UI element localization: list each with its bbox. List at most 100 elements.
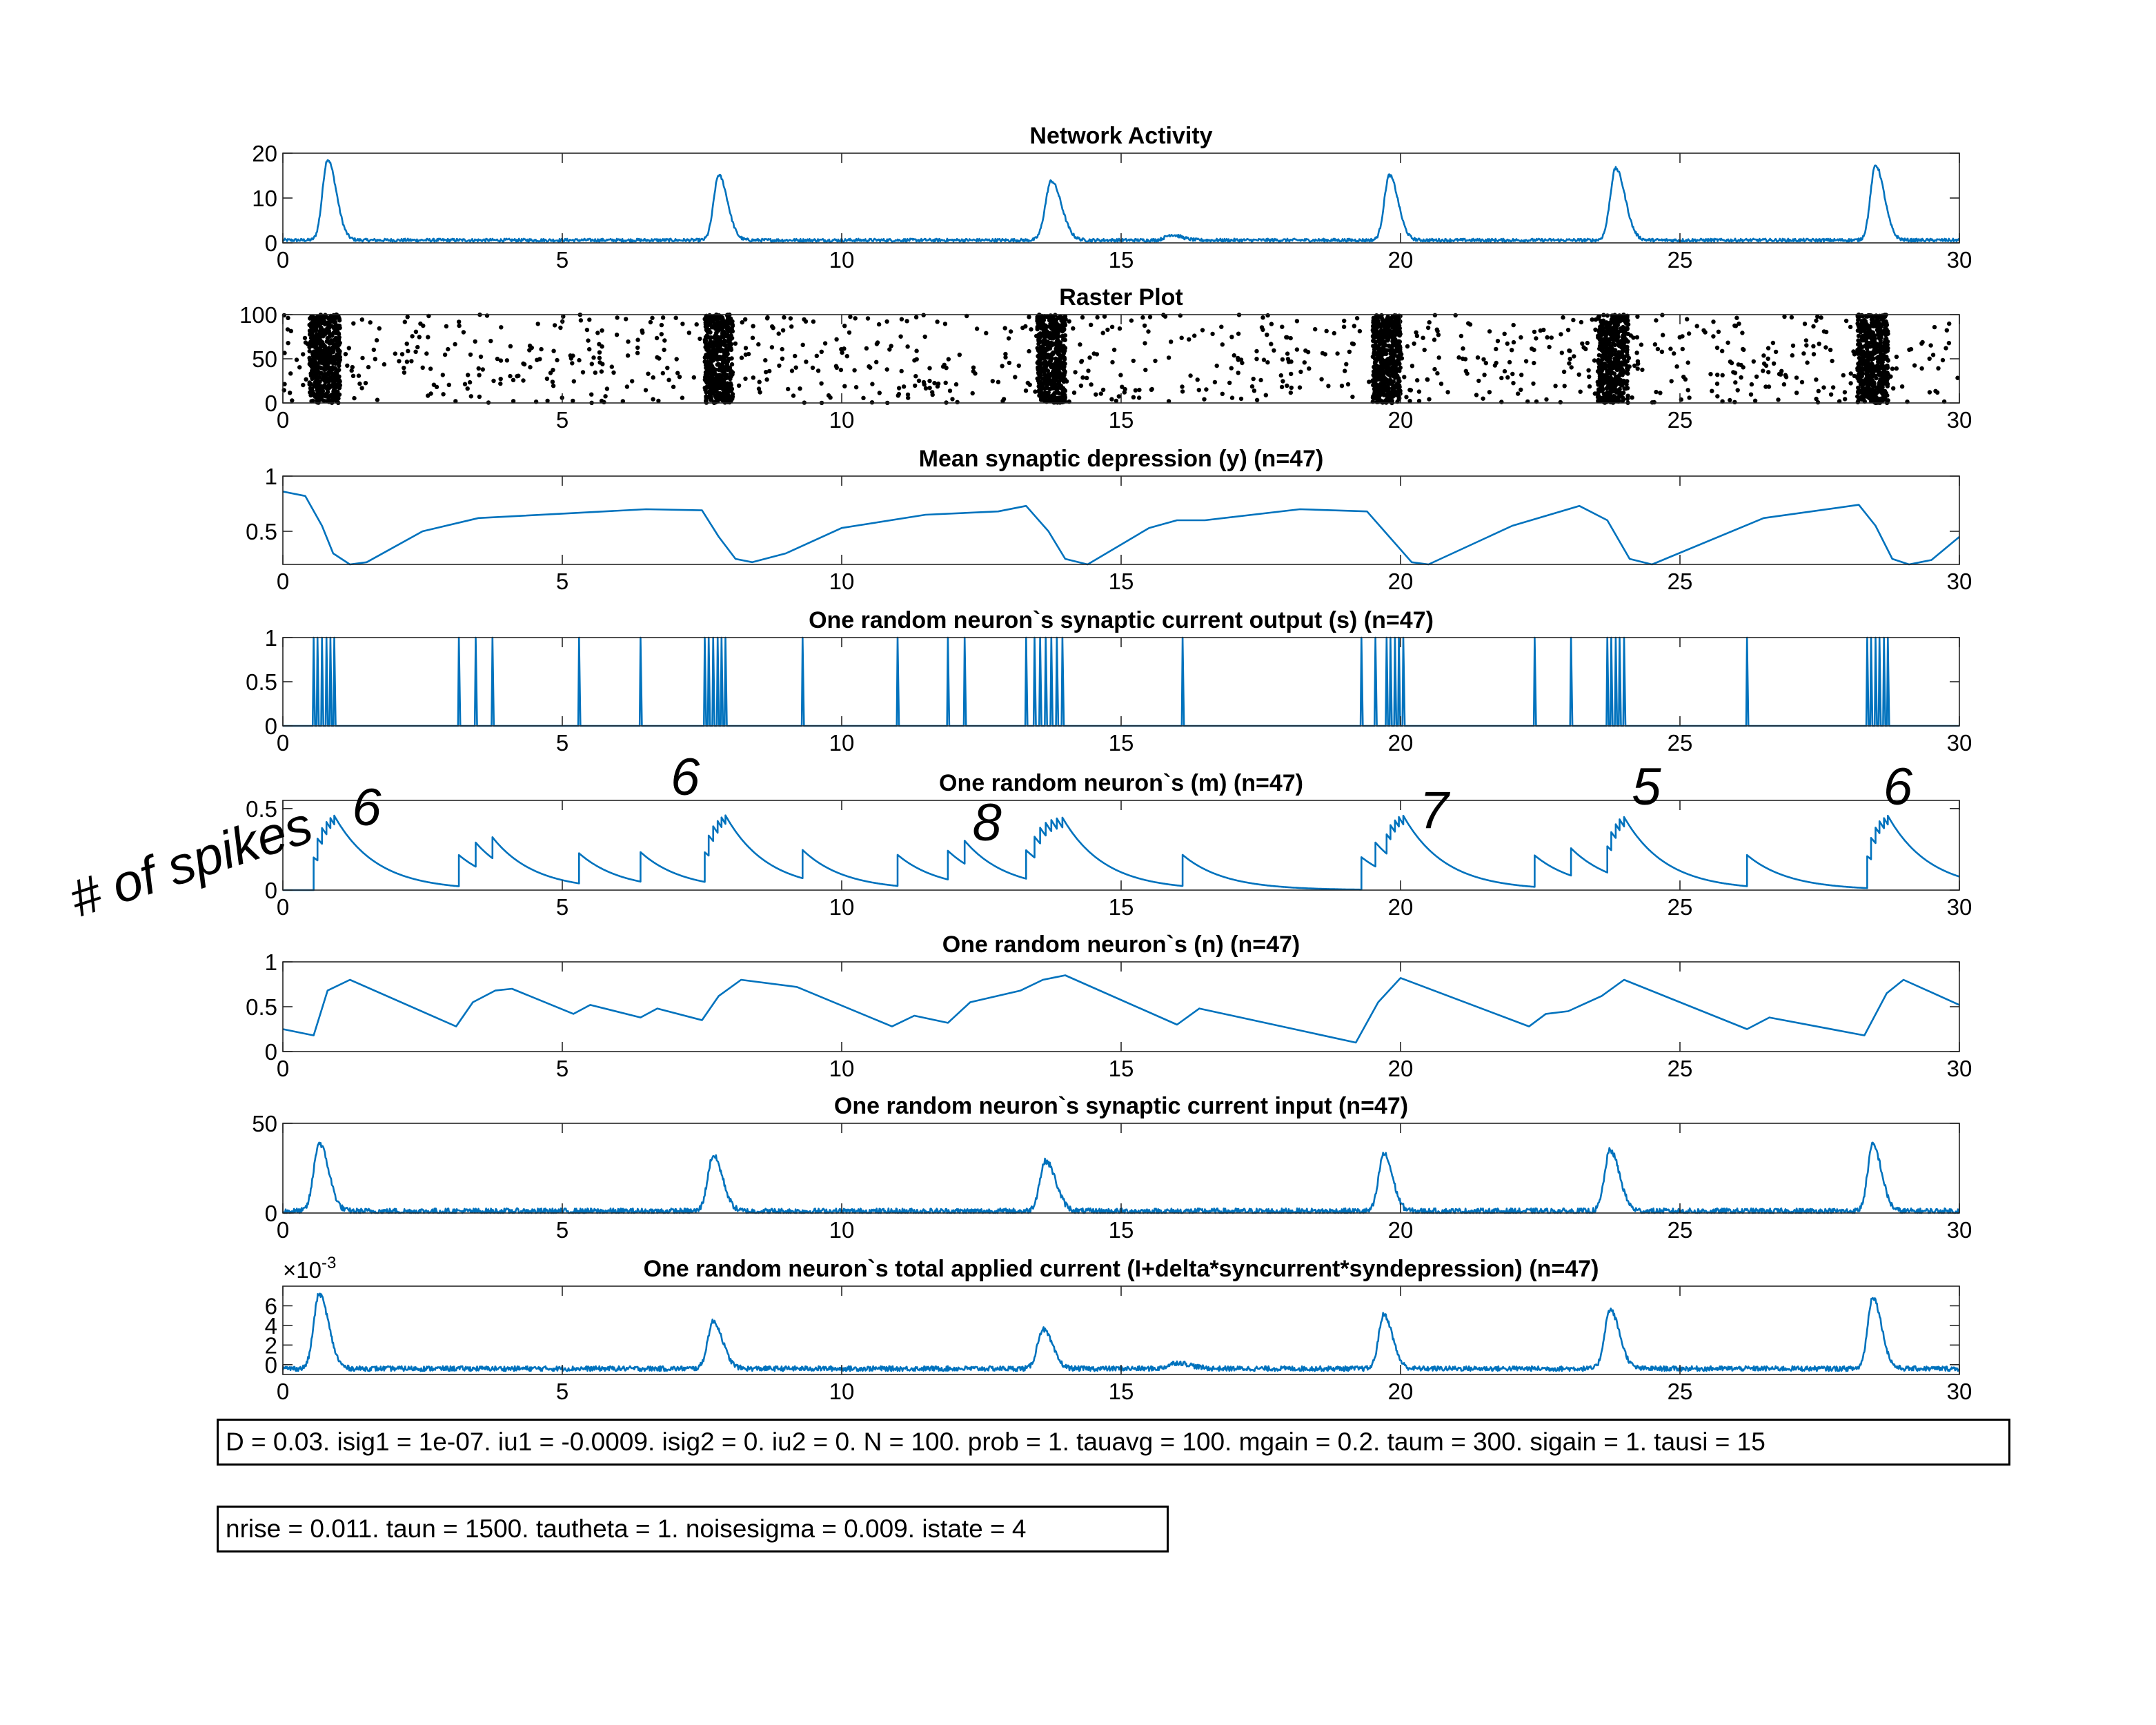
raster-spike bbox=[313, 317, 317, 322]
raster-spike bbox=[1611, 366, 1616, 371]
raster-spike bbox=[704, 325, 709, 330]
synaptic-current-output-xtick-label: 0 bbox=[277, 730, 289, 756]
raster-spike bbox=[527, 343, 533, 348]
raster-spike bbox=[1794, 391, 1799, 395]
raster-spike bbox=[1371, 338, 1376, 344]
neuron-n-xtick-label: 10 bbox=[829, 1056, 855, 1081]
synaptic-current-input-xtick-label: 25 bbox=[1668, 1217, 1693, 1243]
raster-spike bbox=[302, 335, 308, 341]
raster-spike bbox=[1510, 371, 1515, 377]
raster-spike bbox=[1859, 313, 1864, 318]
raster-plot-ytick-label: 100 bbox=[239, 302, 277, 328]
raster-spike bbox=[1383, 369, 1387, 374]
raster-spike bbox=[1061, 344, 1066, 348]
raster-spike bbox=[822, 341, 828, 346]
raster-spike bbox=[1319, 377, 1324, 382]
raster-spike bbox=[1596, 359, 1601, 364]
raster-spike bbox=[1519, 373, 1524, 377]
raster-spike bbox=[288, 328, 293, 333]
raster-spike bbox=[1425, 377, 1430, 382]
raster-spike bbox=[515, 374, 520, 379]
raster-spike bbox=[914, 348, 919, 353]
raster-spike bbox=[708, 392, 713, 397]
raster-spike bbox=[715, 317, 720, 322]
raster-spike bbox=[1143, 341, 1147, 346]
raster-spike bbox=[1583, 346, 1588, 352]
raster-spike bbox=[1051, 371, 1056, 376]
raster-spike bbox=[1435, 371, 1440, 376]
raster-spike bbox=[710, 366, 715, 371]
raster-spike bbox=[1062, 369, 1067, 374]
raster-spike bbox=[602, 400, 606, 404]
raster-spike bbox=[1422, 347, 1427, 353]
raster-spike bbox=[1149, 387, 1154, 392]
raster-spike bbox=[635, 345, 640, 350]
raster-spike bbox=[1531, 381, 1536, 386]
raster-spike bbox=[323, 373, 328, 377]
raster-spike bbox=[720, 397, 725, 403]
raster-spike bbox=[1344, 362, 1349, 366]
raster-spike bbox=[1927, 356, 1932, 361]
raster-spike bbox=[1567, 361, 1572, 366]
raster-spike bbox=[1761, 353, 1766, 358]
raster-spike bbox=[751, 375, 756, 380]
raster-spike bbox=[1383, 358, 1388, 364]
raster-spike bbox=[1385, 331, 1390, 336]
total-applied-current-ytick-label: 2 bbox=[265, 1332, 277, 1358]
raster-spike bbox=[1375, 356, 1381, 362]
raster-spike bbox=[1593, 317, 1599, 322]
raster-spike bbox=[352, 395, 357, 401]
raster-spike bbox=[1625, 371, 1630, 376]
raster-spike bbox=[901, 384, 907, 389]
neuron-m-xtick-label: 20 bbox=[1388, 894, 1414, 920]
raster-spike bbox=[1871, 339, 1877, 344]
raster-spike bbox=[957, 353, 962, 357]
raster-spike bbox=[1376, 386, 1381, 391]
raster-spike bbox=[1866, 313, 1871, 318]
raster-spike bbox=[539, 346, 544, 352]
raster-spike bbox=[1100, 387, 1106, 393]
network-activity-data bbox=[281, 159, 1960, 243]
raster-spike bbox=[1814, 377, 1819, 382]
raster-spike bbox=[1071, 326, 1076, 331]
raster-spike bbox=[730, 323, 735, 328]
raster-spike bbox=[545, 398, 550, 404]
raster-spike bbox=[511, 399, 516, 404]
raster-spike bbox=[1603, 342, 1608, 347]
network-activity-xtick-label: 30 bbox=[1947, 247, 1972, 273]
raster-spike bbox=[1716, 329, 1721, 334]
raster-spike bbox=[1089, 382, 1094, 387]
raster-spike bbox=[405, 315, 410, 319]
raster-spike bbox=[1278, 373, 1284, 378]
raster-spike bbox=[1888, 374, 1893, 379]
raster-spike bbox=[360, 355, 365, 361]
raster-spike bbox=[466, 373, 471, 377]
raster-spike bbox=[1944, 346, 1948, 351]
raster-spike bbox=[1919, 366, 1924, 371]
raster-spike bbox=[1864, 370, 1869, 375]
raster-spike bbox=[1601, 365, 1606, 370]
raster-spike bbox=[1380, 316, 1385, 321]
raster-spike bbox=[838, 367, 844, 373]
neuron-n-line bbox=[282, 974, 1960, 1044]
raster-spike bbox=[736, 383, 742, 388]
raster-spike bbox=[848, 314, 853, 319]
raster-spike bbox=[1669, 379, 1674, 384]
raster-spike bbox=[551, 348, 556, 353]
raster-spike bbox=[1143, 367, 1148, 373]
raster-spike bbox=[1855, 394, 1860, 399]
raster-spike bbox=[1394, 317, 1399, 322]
raster-spike bbox=[337, 374, 342, 379]
raster-spike bbox=[1848, 381, 1853, 386]
raster-spike bbox=[468, 394, 473, 399]
raster-spike bbox=[1612, 331, 1617, 336]
raster-plot-xtick-label: 25 bbox=[1668, 407, 1693, 433]
raster-plot-xtick-label: 15 bbox=[1109, 407, 1134, 433]
raster-spike bbox=[324, 391, 329, 396]
raster-spike bbox=[1733, 380, 1738, 385]
raster-spike bbox=[1147, 315, 1153, 319]
raster-spike bbox=[1611, 337, 1616, 342]
raster-spike bbox=[1038, 355, 1042, 359]
raster-spike bbox=[943, 380, 948, 385]
